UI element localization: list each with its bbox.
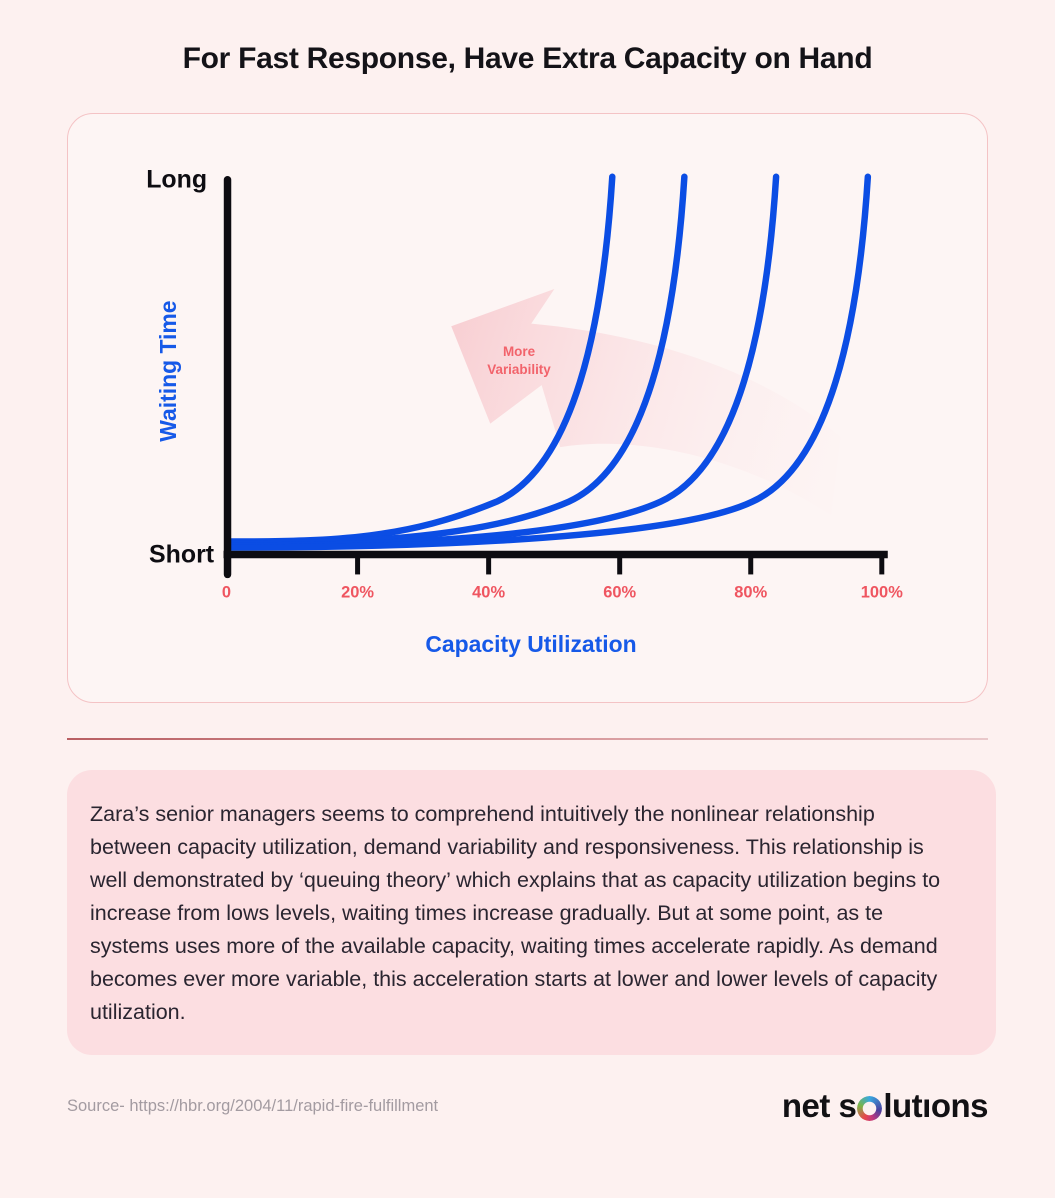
section-divider — [67, 738, 988, 740]
x-tick-label: 80% — [734, 583, 767, 601]
variability-curves — [226, 173, 872, 551]
x-tick-label: 100% — [861, 583, 903, 601]
source-text: Source- https://hbr.org/2004/11/rapid-fi… — [67, 1096, 439, 1115]
axes — [223, 176, 888, 579]
x-axis-ticks — [224, 554, 885, 575]
chart-card: More Variability 0 20% 40% 60% 80% 100% Long … — [67, 113, 988, 703]
y-axis-short-label: Short — [149, 540, 214, 568]
capacity-waiting-chart: More Variability 0 20% 40% 60% 80% 100% Long … — [146, 166, 903, 657]
y-axis-title: Waiting Time — [155, 300, 181, 441]
x-tick-label: 20% — [341, 583, 374, 601]
x-tick-label: 40% — [472, 583, 505, 601]
logo-text-prefix: net s — [781, 1087, 857, 1124]
x-tick-label: 0 — [222, 583, 231, 601]
page-title: For Fast Response, Have Extra Capacity o… — [182, 42, 873, 75]
x-axis-title: Capacity Utilization — [425, 631, 636, 657]
x-tick-label: 60% — [603, 583, 636, 601]
netsolutions-logo: net s lutıons — [781, 1087, 989, 1125]
description-box: Zara’s senior managers seems to comprehe… — [67, 770, 996, 1055]
logo-o-ring-icon — [857, 1095, 883, 1121]
y-axis-long-label: Long — [146, 166, 207, 194]
annotation-variability: Variability — [487, 362, 551, 377]
footer: Source- https://hbr.org/2004/11/rapid-fi… — [67, 1087, 988, 1125]
description-paragraph: Zara’s senior managers seems to comprehe… — [90, 802, 941, 1024]
variability-curve — [226, 173, 872, 551]
logo-text-suffix: lutıons — [883, 1087, 988, 1124]
x-axis-tick-labels: 0 20% 40% 60% 80% 100% — [222, 583, 903, 601]
annotation-more: More — [503, 344, 536, 359]
